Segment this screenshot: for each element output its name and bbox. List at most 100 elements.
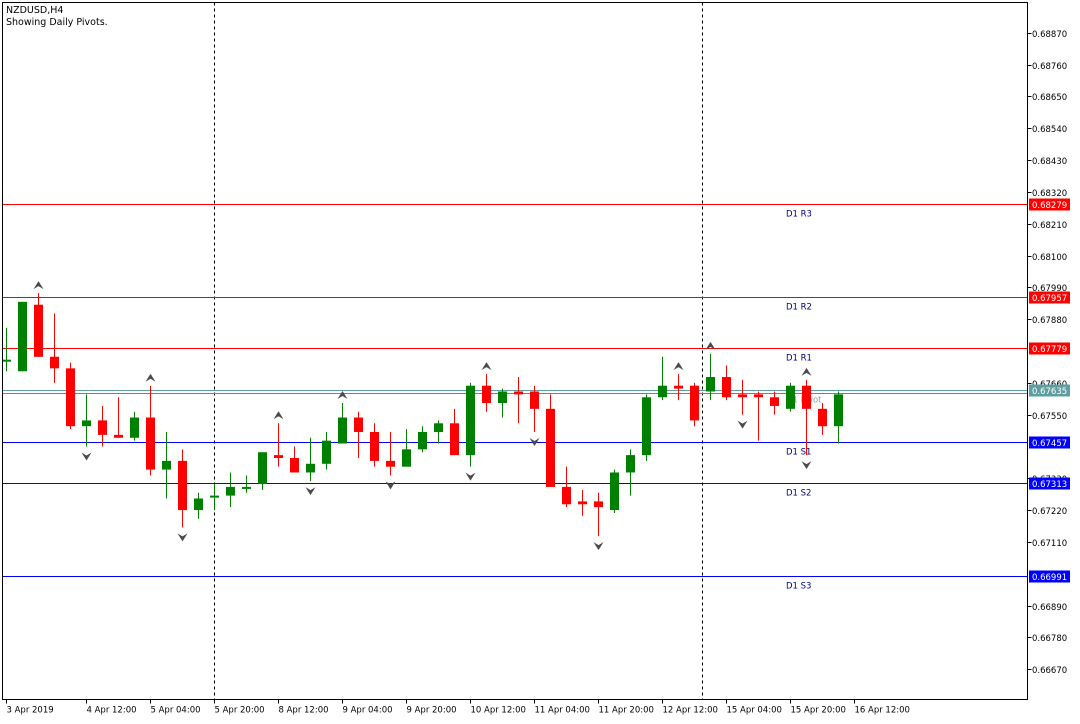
fractal-up-marker [705, 341, 716, 350]
y-tick-label: 0.67220 [1032, 507, 1067, 517]
candle [370, 423, 379, 467]
candle [18, 301, 27, 372]
candle [274, 423, 283, 467]
candle-body [130, 417, 139, 438]
candle [210, 484, 219, 511]
candle [178, 449, 187, 528]
candle [322, 431, 331, 470]
x-tick-label: 15 Apr 20:00 [791, 706, 846, 716]
candle [338, 403, 347, 444]
y-tick-label: 0.68210 [1032, 221, 1067, 231]
candle-body [834, 394, 843, 427]
candle [530, 385, 539, 432]
price-tag-text: 0.67957 [1032, 294, 1067, 304]
candle-body [690, 385, 699, 421]
time-axis[interactable]: 3 Apr 2019 4 Apr 12:00 5 Apr 04:00 5 Apr 20… [6, 699, 910, 716]
candle-body [818, 408, 827, 427]
candle [770, 391, 779, 415]
candle [418, 426, 427, 453]
candle-body [258, 452, 267, 485]
candle-body [770, 397, 779, 406]
candle [594, 492, 603, 537]
candle [242, 475, 251, 493]
price-tag-bg [1029, 342, 1070, 355]
fractal-down-marker [593, 542, 604, 551]
candle-body [402, 449, 411, 467]
x-tick-label: 9 Apr 20:00 [407, 706, 457, 716]
plot-frame [2, 2, 1028, 700]
candle [82, 394, 91, 447]
candle [402, 429, 411, 467]
symbol-title: NZDUSD,H4 [6, 5, 63, 16]
candle-body [722, 377, 731, 398]
price-tag-bg [1029, 477, 1070, 490]
candle [562, 466, 571, 508]
candle [482, 374, 491, 412]
x-tick-label: 3 Apr 2019 [7, 706, 54, 716]
fractal-up-marker [481, 362, 492, 371]
candle-body [498, 391, 507, 404]
y-tick-label: 0.68100 [1032, 253, 1067, 263]
fractal-down-marker [737, 420, 748, 429]
candle [834, 391, 843, 444]
x-tick-label: 5 Apr 20:00 [215, 706, 265, 716]
candle-body [354, 417, 363, 432]
candle [674, 374, 683, 401]
candle-body [50, 356, 59, 369]
candle-body [2, 359, 11, 362]
x-tick-label: 9 Apr 04:00 [343, 706, 393, 716]
candle [514, 377, 523, 424]
candle-body [162, 460, 171, 470]
candle-body [578, 501, 587, 505]
fractal-down-marker [177, 533, 188, 542]
candles [2, 293, 843, 537]
price-tag-text: 0.67635 [1032, 387, 1067, 397]
y-tick-label: 0.68870 [1032, 30, 1067, 40]
pivot-label-d1-r2: D1 R2 [786, 303, 812, 313]
candle-body [786, 385, 795, 409]
price-tag-text: 0.66991 [1032, 573, 1067, 583]
x-tick-label: 8 Apr 12:00 [279, 706, 329, 716]
y-tick-label: 0.67880 [1032, 316, 1067, 326]
candle [498, 388, 507, 418]
y-tick-label: 0.66890 [1032, 603, 1067, 613]
candle-body [370, 431, 379, 461]
candle-body [210, 495, 219, 498]
candle-body [594, 501, 603, 508]
candle [162, 431, 171, 499]
candle [610, 469, 619, 513]
candle-body [306, 463, 315, 473]
candle [66, 362, 75, 430]
candle-body [18, 301, 27, 372]
x-tick-label: 10 Apr 12:00 [471, 706, 526, 716]
fractal-up-marker [145, 373, 156, 382]
candle [2, 327, 11, 372]
candle-body [546, 408, 555, 487]
candle-body [626, 455, 635, 473]
fractal-up-marker [33, 281, 44, 290]
candle [114, 397, 123, 438]
candle [658, 356, 667, 401]
candle-body [610, 472, 619, 511]
candle-body [386, 460, 395, 467]
fractal-down-marker [385, 481, 396, 490]
price-tag-text: 0.68279 [1032, 201, 1067, 211]
y-tick-label: 0.68650 [1032, 93, 1067, 103]
price-tag-bg [1029, 436, 1070, 449]
candle-body [754, 394, 763, 398]
candle-body [642, 397, 651, 456]
price-tag-bg [1029, 198, 1070, 211]
fractal-up-marker [673, 362, 684, 371]
fractal-down-marker [529, 437, 540, 446]
x-tick-label: 11 Apr 04:00 [535, 706, 590, 716]
y-tick-label: 0.68320 [1032, 189, 1067, 199]
x-tick-label: 16 Apr 12:00 [855, 706, 910, 716]
fractal-markers [33, 281, 812, 551]
candle-body [466, 385, 475, 456]
candle [434, 420, 443, 444]
candle-body [98, 420, 107, 435]
candle-body [274, 455, 283, 459]
price-tag-bg [1029, 570, 1070, 583]
candle [578, 489, 587, 516]
